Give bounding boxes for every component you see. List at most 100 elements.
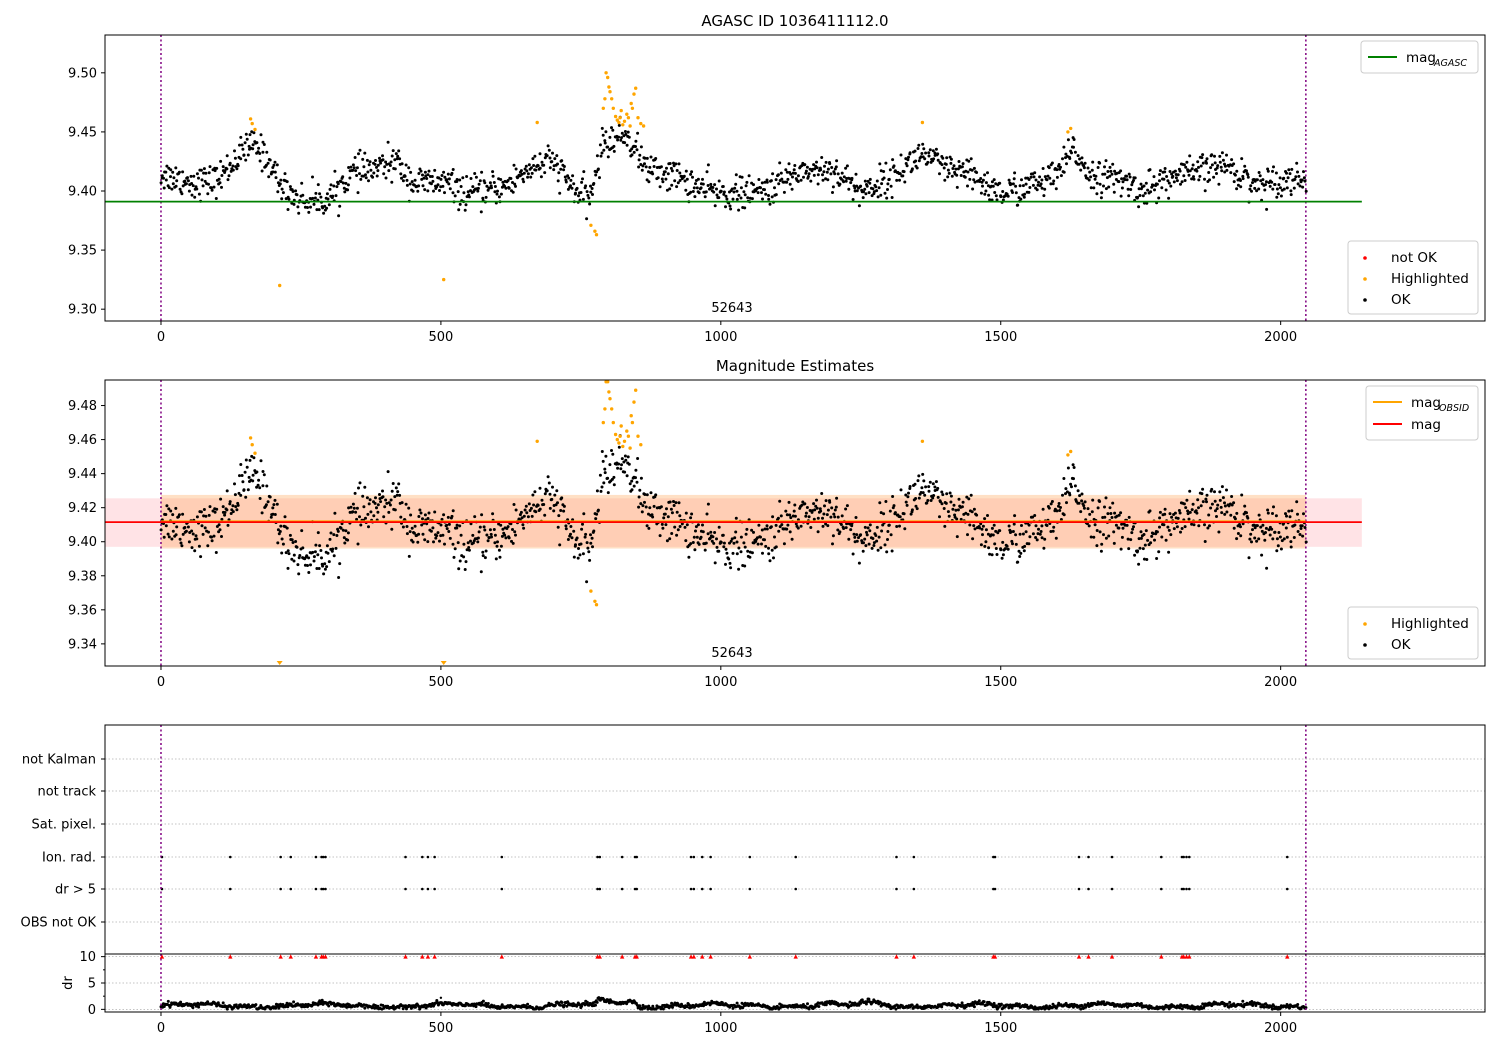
ok-point bbox=[644, 505, 648, 509]
ok-point bbox=[902, 512, 906, 516]
ok-point bbox=[927, 489, 931, 493]
highlighted-point bbox=[639, 121, 643, 126]
ok-point bbox=[315, 567, 319, 570]
ok-point bbox=[1064, 152, 1068, 156]
ok-point bbox=[773, 186, 776, 190]
ok-point bbox=[581, 177, 584, 181]
ok-point bbox=[1089, 175, 1093, 179]
dr-point bbox=[824, 1003, 828, 1007]
ok-point bbox=[694, 529, 697, 533]
dr-point bbox=[558, 1003, 562, 1007]
ok-point bbox=[1098, 182, 1102, 186]
ok-point bbox=[601, 133, 605, 137]
ok-point bbox=[987, 193, 991, 197]
dr-point bbox=[1241, 999, 1245, 1003]
x-tick-label: 500 bbox=[428, 330, 453, 345]
ok-point bbox=[1210, 163, 1214, 167]
ok-point bbox=[421, 184, 425, 188]
ok-point bbox=[812, 163, 816, 167]
ok-point bbox=[1223, 504, 1227, 508]
ok-point bbox=[820, 492, 824, 495]
ok-point bbox=[292, 202, 296, 206]
ok-point bbox=[810, 509, 814, 513]
ok-point bbox=[697, 542, 701, 546]
ok-point bbox=[300, 529, 304, 533]
highlighted-point bbox=[593, 229, 597, 233]
ok-point bbox=[1022, 195, 1026, 199]
ok-point bbox=[494, 557, 498, 561]
ok-point bbox=[1009, 182, 1013, 186]
ok-point bbox=[768, 202, 772, 206]
ok-point bbox=[331, 194, 335, 198]
ok-point bbox=[325, 206, 329, 210]
ok-point bbox=[1215, 172, 1218, 175]
ok-point bbox=[682, 174, 686, 178]
ok-point bbox=[1233, 517, 1237, 521]
ok-point bbox=[284, 551, 288, 555]
ok-point bbox=[954, 508, 958, 512]
ok-point bbox=[871, 537, 875, 540]
ok-point bbox=[346, 183, 350, 187]
ok-point bbox=[190, 182, 194, 185]
ok-point bbox=[678, 514, 682, 518]
ok-point bbox=[1082, 166, 1086, 170]
flag-point bbox=[1187, 887, 1191, 891]
ok-point bbox=[1287, 168, 1291, 172]
ok-point bbox=[690, 512, 694, 516]
ok-point bbox=[770, 195, 774, 199]
ok-point bbox=[1167, 181, 1171, 185]
ok-point bbox=[177, 513, 181, 517]
ok-point bbox=[717, 525, 721, 529]
x-tick-label: 1000 bbox=[704, 330, 737, 345]
ok-point bbox=[1260, 529, 1264, 533]
ok-point bbox=[393, 158, 397, 162]
ok-point bbox=[1241, 522, 1245, 526]
ok-point bbox=[972, 178, 976, 182]
ok-point bbox=[601, 459, 605, 463]
ok-point bbox=[988, 198, 992, 202]
ok-point bbox=[913, 482, 917, 486]
ok-point bbox=[1284, 526, 1288, 530]
ok-point bbox=[1195, 169, 1199, 173]
ok-point bbox=[1071, 463, 1075, 467]
ok-point bbox=[872, 541, 876, 545]
ok-point bbox=[957, 497, 961, 501]
ok-point bbox=[806, 175, 810, 178]
ok-point bbox=[719, 540, 723, 544]
ok-point bbox=[784, 509, 788, 513]
ok-point bbox=[359, 177, 363, 181]
ok-point bbox=[369, 168, 373, 172]
dr-clipped-marker bbox=[747, 954, 753, 959]
y-tick-label: 9.40 bbox=[68, 185, 97, 200]
ok-point bbox=[453, 194, 457, 198]
ok-point bbox=[899, 488, 903, 492]
ok-point bbox=[408, 530, 412, 534]
ok-point bbox=[1171, 174, 1175, 178]
ok-point bbox=[966, 512, 970, 516]
ok-point bbox=[1285, 535, 1289, 539]
ok-point bbox=[1130, 183, 1134, 187]
highlighted-point bbox=[920, 439, 925, 443]
ok-point bbox=[1197, 165, 1200, 169]
ok-point bbox=[210, 535, 213, 539]
ok-point bbox=[895, 178, 899, 182]
ok-point bbox=[543, 513, 547, 517]
ok-point bbox=[822, 170, 826, 174]
ok-point bbox=[617, 123, 621, 127]
ok-point bbox=[559, 509, 563, 512]
ok-point bbox=[400, 501, 404, 505]
ok-point bbox=[839, 523, 843, 526]
ok-point bbox=[390, 180, 394, 184]
ok-point bbox=[983, 192, 987, 196]
ok-point bbox=[992, 523, 996, 527]
ok-point bbox=[1184, 506, 1188, 510]
ok-point bbox=[1232, 162, 1236, 166]
ok-point bbox=[1259, 525, 1263, 529]
dr-point bbox=[585, 1000, 589, 1004]
ok-point bbox=[412, 531, 416, 535]
ok-point bbox=[1188, 489, 1192, 493]
ok-point bbox=[885, 196, 889, 200]
ok-point bbox=[833, 172, 837, 176]
ok-point bbox=[654, 493, 658, 497]
ok-point bbox=[774, 178, 778, 182]
